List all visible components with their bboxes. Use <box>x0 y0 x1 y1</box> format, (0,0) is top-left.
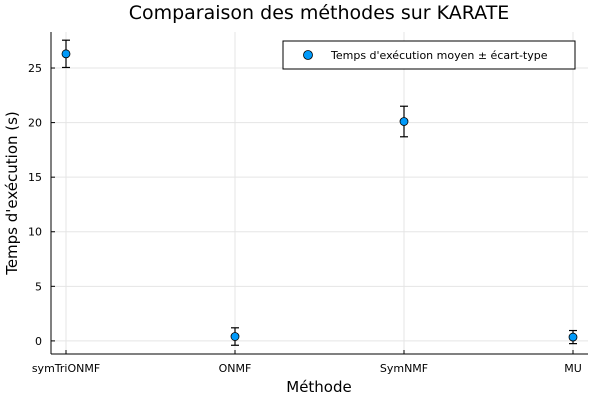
x-tick-label: MU <box>564 362 582 375</box>
legend-marker <box>303 50 313 60</box>
y-tick-label: 10 <box>28 226 42 239</box>
data-point <box>399 117 409 126</box>
chart-title: Comparaison des méthodes sur KARATE <box>129 2 510 24</box>
data-point <box>61 49 71 59</box>
axes-layer <box>50 32 588 355</box>
y-tick-label: 0 <box>35 335 42 348</box>
y-tick-label: 15 <box>28 171 42 184</box>
y-axis-label: Temps d'exécution (s) <box>3 111 21 276</box>
x-tick-label: ONMF <box>219 362 252 375</box>
data-marks <box>61 39 578 346</box>
grid-layer <box>51 32 588 354</box>
x-tick-label: symTriONMF <box>32 362 100 375</box>
legend-box <box>282 40 576 70</box>
x-ticks: symTriONMF ONMF SymNMF MU <box>32 350 582 375</box>
y-tick-label: 25 <box>28 62 42 75</box>
y-tick-label: 5 <box>35 280 42 293</box>
legend: Temps d'exécution moyen ± écart-type <box>282 40 576 70</box>
y-tick-label: 20 <box>28 117 42 130</box>
x-tick-label: SymNMF <box>380 362 428 375</box>
data-point <box>230 332 240 341</box>
x-axis-label: Méthode <box>286 378 352 396</box>
legend-entry: Temps d'exécution moyen ± écart-type <box>330 49 548 62</box>
y-ticks: 0 5 10 15 20 25 <box>28 62 55 348</box>
data-point <box>568 332 578 342</box>
